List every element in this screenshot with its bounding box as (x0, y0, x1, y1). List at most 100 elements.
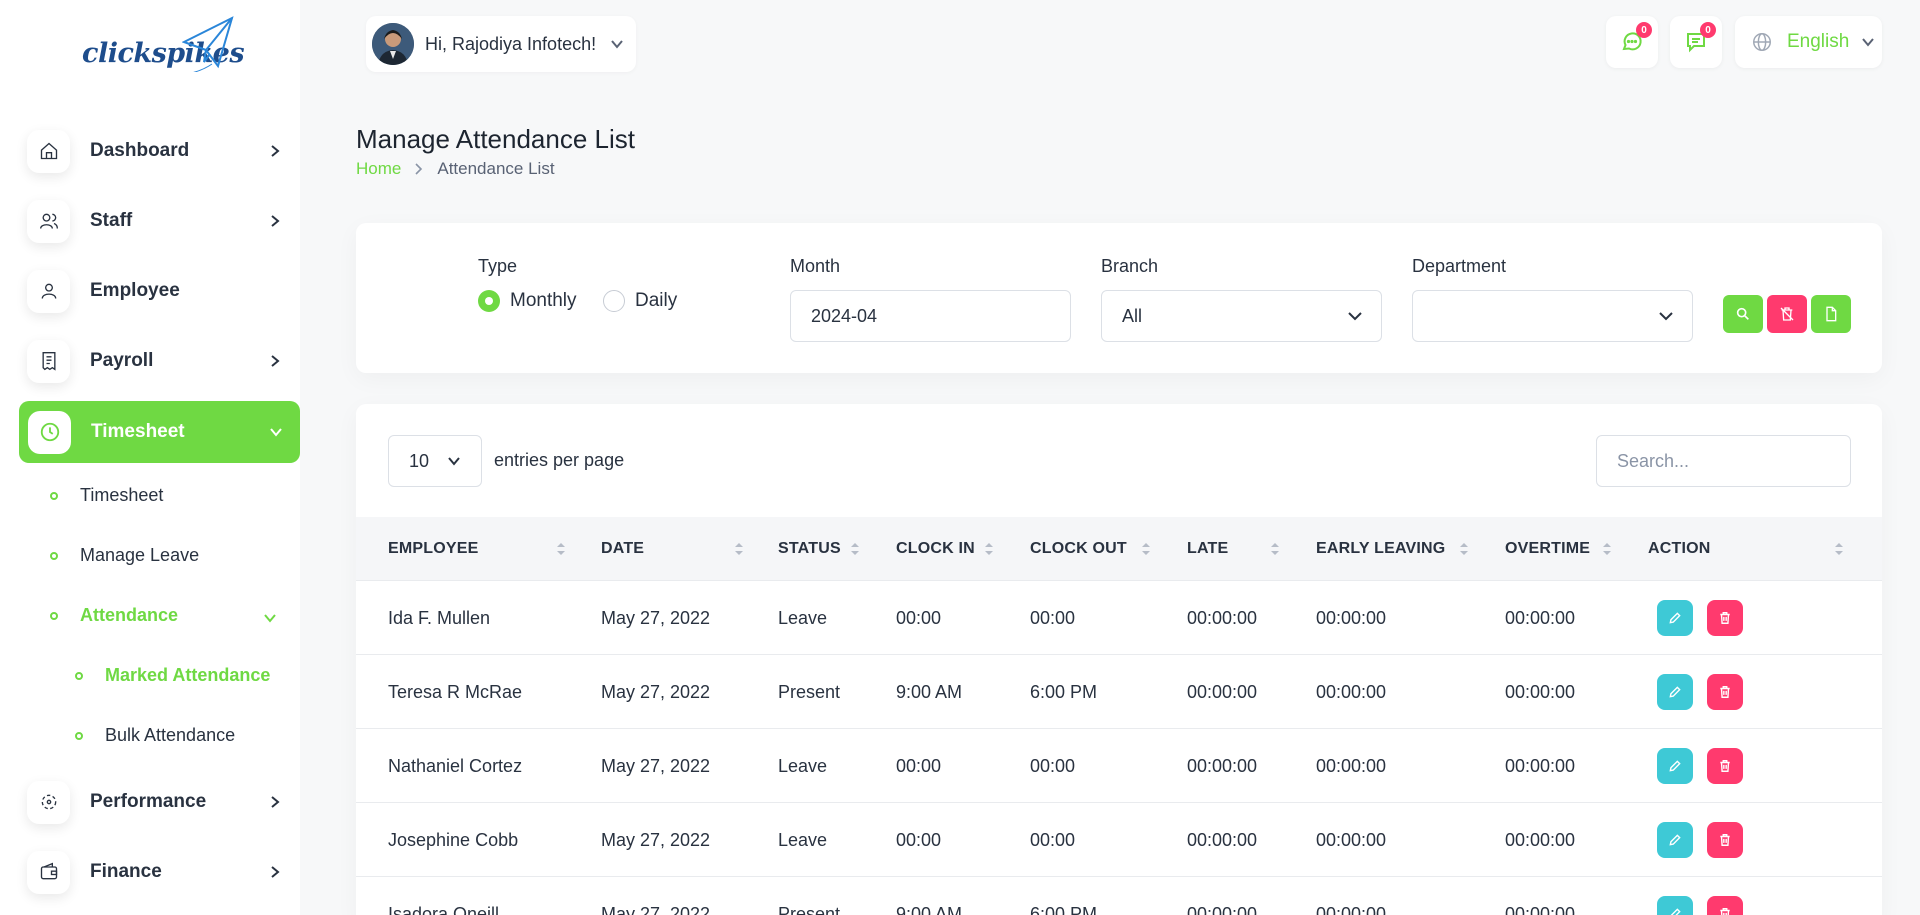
cell-late: 00:00:00 (1187, 607, 1258, 628)
sidebar-item-label: Payroll (90, 350, 154, 371)
sort-icon[interactable] (734, 541, 744, 557)
column-header[interactable]: EARLY LEAVING (1316, 540, 1446, 557)
user-menu[interactable]: Hi, Rajodiya Infotech! (366, 16, 636, 72)
chevron-down-icon (1659, 312, 1673, 321)
clock-icon (28, 410, 71, 454)
search-input[interactable] (1596, 435, 1851, 487)
column-header[interactable]: DATE (601, 540, 645, 557)
pencil-icon (1670, 908, 1681, 915)
edit-button[interactable] (1657, 896, 1693, 915)
sidebar-sub-attendance[interactable]: Attendance (50, 605, 178, 626)
delete-button[interactable] (1707, 748, 1743, 784)
table-row: Ida F. Mullen May 27, 2022 Leave 00:00 0… (356, 581, 1882, 655)
cell-clock-out: 00:00 (1030, 607, 1076, 628)
chevron-down-icon (448, 457, 460, 466)
sort-icon[interactable] (556, 541, 566, 557)
radio-label: Monthly (510, 290, 577, 311)
sort-icon[interactable] (850, 541, 860, 557)
radio-checked (478, 290, 500, 312)
sort-icon[interactable] (1459, 541, 1469, 557)
breadcrumb-home[interactable]: Home (356, 159, 402, 178)
chevron-right-icon (271, 866, 280, 878)
edit-button[interactable] (1657, 674, 1693, 710)
language-label: English (1787, 31, 1850, 52)
cell-employee: Ida F. Mullen (388, 607, 491, 628)
column-header[interactable]: STATUS (778, 540, 841, 557)
trash-filter-icon (1780, 307, 1794, 321)
sidebar-sub-manage-leave[interactable]: Manage Leave (50, 545, 199, 566)
export-button[interactable] (1811, 295, 1851, 333)
cell-clock-out: 00:00 (1030, 829, 1076, 850)
messages-badge: 0 (1636, 22, 1652, 38)
branch-select[interactable]: All (1101, 290, 1382, 342)
column-header[interactable]: LATE (1187, 540, 1229, 557)
radio-label: Daily (635, 290, 678, 311)
edit-button[interactable] (1657, 748, 1693, 784)
chevron-down-icon (1348, 312, 1362, 321)
type-daily-radio[interactable]: Daily (603, 290, 677, 312)
per-page-value: 10 (409, 450, 430, 471)
chat-button[interactable]: 0 (1670, 16, 1722, 68)
sidebar-item-label: Performance (90, 791, 207, 812)
chevron-down-icon (611, 40, 623, 49)
sidebar-sub-timesheet[interactable]: Timesheet (50, 485, 163, 506)
column-header[interactable]: CLOCK OUT (1030, 540, 1127, 557)
chevron-down-icon (264, 614, 276, 623)
sidebar-item-dashboard[interactable]: Dashboard (18, 120, 300, 182)
cell-early-leaving: 00:00:00 (1316, 903, 1387, 915)
delete-button[interactable] (1707, 674, 1743, 710)
home-icon (27, 129, 70, 173)
trash-icon (1720, 612, 1730, 624)
sidebar-item-label: Timesheet (91, 421, 185, 442)
sidebar-item-staff[interactable]: Staff (18, 190, 300, 252)
filter-card: Type Monthly Daily Month 2024-04 Branch … (356, 223, 1882, 373)
delete-button[interactable] (1707, 896, 1743, 915)
sidebar-item-performance[interactable]: Performance (18, 771, 300, 833)
edit-button[interactable] (1657, 600, 1693, 636)
target-icon (27, 780, 70, 824)
cell-clock-in: 9:00 AM (896, 681, 963, 702)
delete-button[interactable] (1707, 600, 1743, 636)
edit-button[interactable] (1657, 822, 1693, 858)
sidebar-item-timesheet[interactable]: Timesheet (19, 401, 300, 463)
cell-late: 00:00:00 (1187, 681, 1258, 702)
month-input[interactable]: 2024-04 (790, 290, 1071, 342)
table-row: Teresa R McRae May 27, 2022 Present 9:00… (356, 655, 1882, 729)
user-greeting: Hi, Rajodiya Infotech! (425, 33, 597, 54)
cell-employee: Nathaniel Cortez (388, 755, 523, 776)
column-header: ACTION (1648, 540, 1711, 557)
column-header[interactable]: EMPLOYEE (388, 540, 479, 557)
cell-date: May 27, 2022 (601, 755, 711, 776)
sidebar-sub-bulk-attendance[interactable]: Bulk Attendance (75, 725, 235, 746)
breadcrumb-current: Attendance List (437, 159, 555, 178)
sidebar-sub-marked-attendance[interactable]: Marked Attendance (75, 665, 270, 686)
reset-filter-button[interactable] (1767, 295, 1807, 333)
cell-clock-out: 00:00 (1030, 755, 1076, 776)
sidebar-sub-label: Bulk Attendance (105, 725, 236, 745)
department-select[interactable] (1412, 290, 1693, 342)
per-page-select[interactable]: 10 (388, 435, 482, 487)
sort-icon[interactable] (1834, 541, 1844, 557)
column-header[interactable]: CLOCK IN (896, 540, 975, 557)
messages-button[interactable]: 0 (1606, 16, 1658, 68)
sort-icon[interactable] (1141, 541, 1151, 557)
bullet-icon (50, 611, 58, 620)
language-selector[interactable]: English (1735, 16, 1882, 68)
column-header[interactable]: OVERTIME (1505, 540, 1591, 557)
logo[interactable]: clickspikes (82, 16, 245, 86)
cell-date: May 27, 2022 (601, 829, 711, 850)
sort-icon[interactable] (1270, 541, 1280, 557)
delete-button[interactable] (1707, 822, 1743, 858)
apply-filter-button[interactable] (1723, 295, 1763, 333)
type-monthly-radio[interactable]: Monthly (478, 290, 577, 312)
sort-icon[interactable] (1602, 541, 1612, 557)
sidebar-item-payroll[interactable]: Payroll (18, 330, 300, 392)
branch-label: Branch (1101, 256, 1159, 276)
chevron-right-icon (271, 355, 280, 367)
sidebar-item-employee[interactable]: Employee (18, 260, 300, 322)
sidebar-item-finance[interactable]: Finance (18, 841, 300, 903)
sort-icon[interactable] (984, 541, 994, 557)
pencil-icon (1669, 834, 1681, 846)
cell-status: Leave (778, 829, 828, 850)
chevron-down-icon (270, 428, 282, 437)
